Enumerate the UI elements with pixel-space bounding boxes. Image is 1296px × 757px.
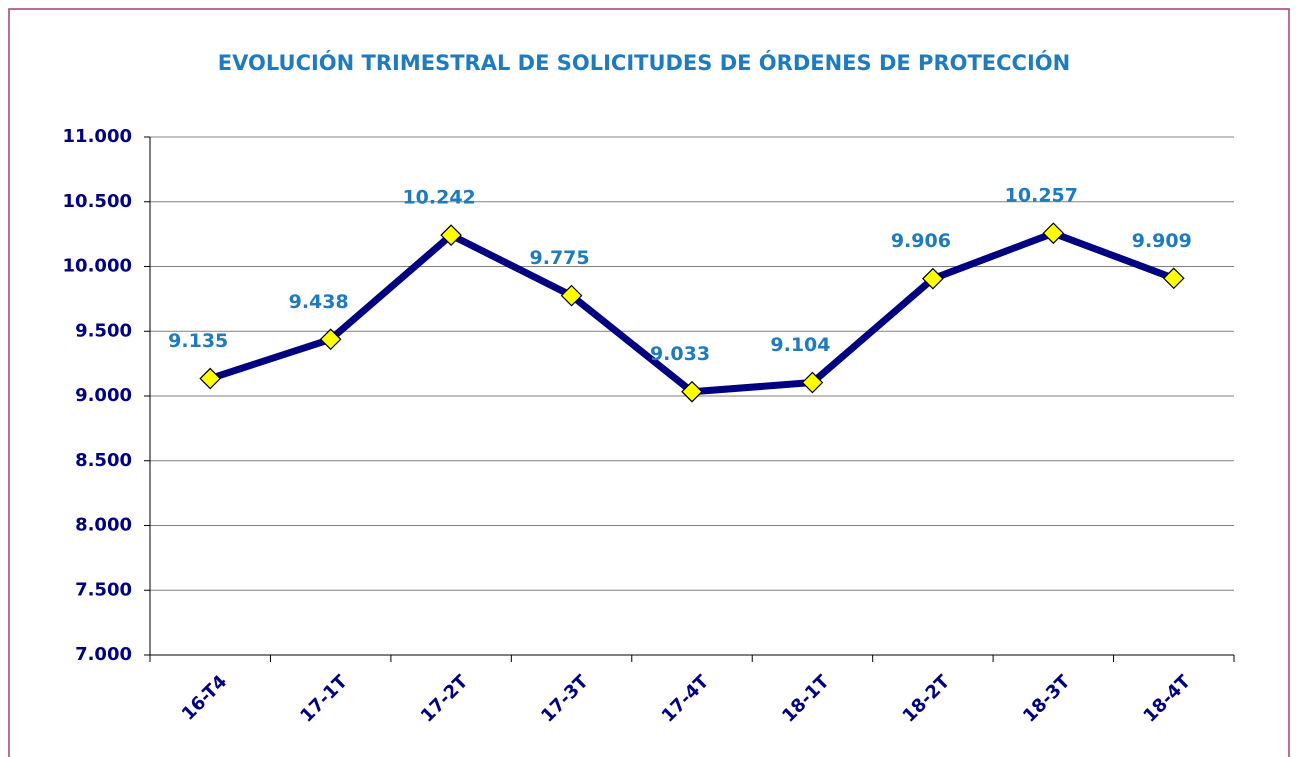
y-tick-label: 9.000 [75, 385, 132, 406]
marker [319, 328, 342, 351]
x-tick-label: 18-3T [1019, 671, 1075, 727]
marker [1162, 267, 1185, 290]
y-tick-label: 10.500 [63, 191, 132, 212]
y-tick-label: 7.000 [75, 644, 132, 665]
y-tick-label: 10.000 [63, 256, 132, 277]
y-tick-label: 7.500 [75, 579, 132, 600]
data-label: 9.033 [650, 343, 710, 365]
x-tick-label: 17-3T [537, 671, 593, 727]
data-label: 9.775 [530, 247, 590, 269]
y-tick-label: 8.000 [75, 515, 132, 536]
data-label: 10.257 [1005, 185, 1078, 207]
data-label: 9.909 [1132, 230, 1192, 252]
marker [922, 267, 944, 290]
data-label: 9.135 [168, 330, 228, 352]
data-label: 9.438 [289, 291, 349, 313]
y-tick-label: 8.500 [75, 450, 132, 471]
x-tick-label: 17-1T [296, 671, 352, 727]
y-tick-label: 11.000 [63, 126, 132, 147]
y-tick-label: 9.500 [75, 320, 132, 341]
marker [1042, 222, 1065, 245]
marker [440, 224, 462, 247]
marker [560, 284, 583, 307]
series-line [209, 229, 1176, 396]
data-label: 9.906 [891, 230, 951, 252]
marker [681, 380, 703, 403]
data-label: 9.104 [770, 334, 830, 356]
x-tick-label: 18-4T [1139, 671, 1195, 727]
x-tick-label: 16-T4 [178, 671, 232, 725]
x-tick-label: 18-1T [778, 671, 834, 727]
x-tick-label: 17-4T [658, 671, 714, 727]
x-tick-label: 18-2T [899, 671, 955, 727]
frame [8, 8, 1290, 757]
marker [801, 371, 824, 394]
marker [199, 367, 222, 390]
x-tick-label: 17-2T [417, 671, 473, 727]
chart-title: EVOLUCIÓN TRIMESTRAL DE SOLICITUDES DE Ó… [218, 50, 1070, 75]
data-label: 10.242 [402, 187, 475, 209]
